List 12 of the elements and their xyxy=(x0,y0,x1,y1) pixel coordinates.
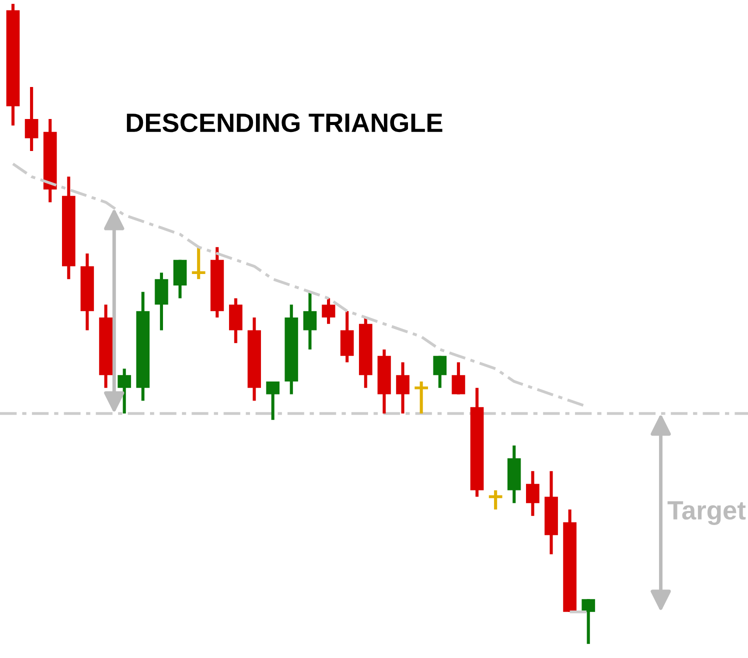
candlestick xyxy=(582,599,596,644)
candlestick xyxy=(24,87,38,152)
text: Target xyxy=(668,501,746,525)
candlestick xyxy=(526,471,540,516)
candlestick xyxy=(118,368,132,414)
candlestick xyxy=(266,381,280,420)
candlestick xyxy=(396,362,410,414)
candlestick xyxy=(433,356,447,388)
text: DESCENDING TRIANGLE xyxy=(126,113,442,132)
candlestick xyxy=(322,298,336,324)
candlestick xyxy=(303,292,317,350)
candlestick xyxy=(452,362,466,394)
